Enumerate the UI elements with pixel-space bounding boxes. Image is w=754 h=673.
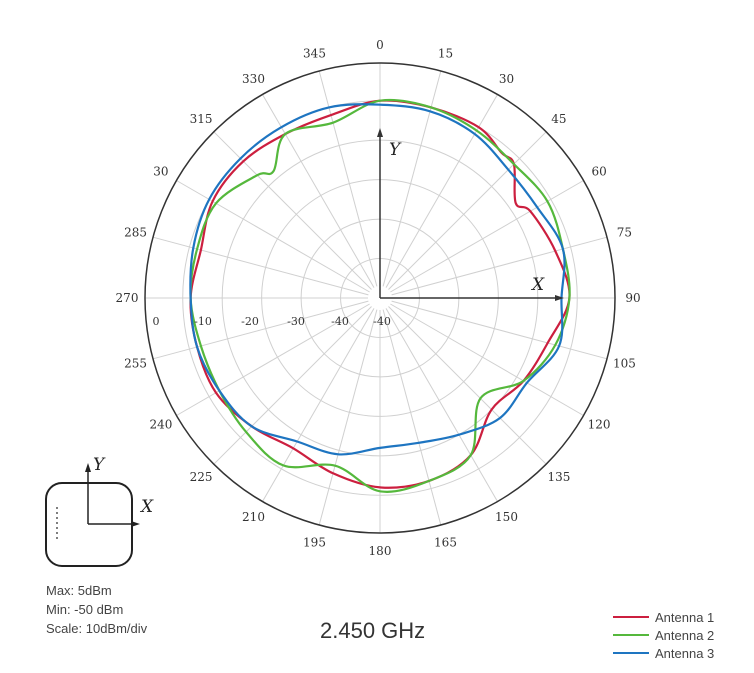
angle-label: 30 xyxy=(499,72,514,86)
legend-item-antenna-3: Antenna 3 xyxy=(613,644,714,662)
legend-label-antenna-1: Antenna 1 xyxy=(655,609,715,625)
legend-item-antenna-2: Antenna 2 xyxy=(613,626,714,644)
legend-swatch-antenna-2 xyxy=(613,634,649,636)
angle-label: 0 xyxy=(376,38,384,52)
ring-label: 0 xyxy=(153,315,160,328)
scale-label: Scale: 10dBm/div xyxy=(46,621,148,636)
legend-label-antenna-2: Antenna 2 xyxy=(655,627,715,643)
angle-label: 285 xyxy=(124,226,147,240)
y-axis-arrow xyxy=(377,128,383,137)
angle-label: 150 xyxy=(495,510,518,524)
scale-info: Max: 5dBm Min: -50 dBm Scale: 10dBm/div xyxy=(46,581,147,638)
grid-spoke xyxy=(391,236,608,296)
grid-spoke xyxy=(213,131,372,290)
angle-label: 255 xyxy=(124,357,147,371)
legend-swatch-antenna-1 xyxy=(613,616,649,618)
x-axis-arrow xyxy=(555,295,564,301)
angle-label: 15 xyxy=(438,47,453,61)
grid-spoke xyxy=(262,308,375,502)
grid-spoke xyxy=(391,300,608,360)
series-line-antenna-3 xyxy=(189,103,566,456)
min-label: Min: -50 dBm xyxy=(46,602,124,617)
angle-label: 225 xyxy=(190,470,213,484)
device-orientation-icon: Y X xyxy=(45,455,154,567)
series-line-antenna-2 xyxy=(189,98,571,493)
ring-label: -20 xyxy=(241,315,259,328)
legend-item-antenna-1: Antenna 1 xyxy=(613,608,714,626)
series-lines xyxy=(189,98,571,493)
ring-label: -40 xyxy=(373,315,391,328)
angle-label: 165 xyxy=(434,535,457,549)
ring-label: -40 xyxy=(331,315,349,328)
angle-label: 75 xyxy=(617,226,632,240)
grid-spoke xyxy=(152,300,369,360)
frequency-title: 2.450 GHz xyxy=(320,618,426,643)
inset-x-label: X xyxy=(139,497,154,517)
angle-label: 270 xyxy=(116,291,139,305)
legend: Antenna 1 Antenna 2 Antenna 3 xyxy=(613,608,714,662)
angle-label: 330 xyxy=(242,72,265,86)
polar-labels: 0 15 30 45 60 75 90 105 120 135 150 165 180 195 210 225… xyxy=(116,38,641,558)
angle-label: 90 xyxy=(625,291,640,305)
angle-label: 30 xyxy=(153,165,168,179)
grid-spoke xyxy=(176,180,370,293)
angle-label: 180 xyxy=(369,544,392,558)
grid-spoke xyxy=(388,131,547,290)
angle-label: 105 xyxy=(613,357,636,371)
grid-spoke xyxy=(318,309,378,526)
angle-label: 120 xyxy=(588,418,611,432)
xy-axes: YX xyxy=(377,128,564,301)
inset-y-label: Y xyxy=(93,455,106,475)
angle-label: 345 xyxy=(303,47,326,61)
grid-spoke xyxy=(262,94,375,288)
angle-label: 195 xyxy=(303,535,326,549)
grid-spoke xyxy=(382,309,442,526)
angle-label: 210 xyxy=(242,510,265,524)
grid-spoke xyxy=(213,306,372,465)
polar-grid xyxy=(144,62,616,534)
grid-spoke xyxy=(385,94,498,288)
angle-label: 315 xyxy=(190,112,213,126)
grid-spoke xyxy=(176,303,370,416)
legend-swatch-antenna-3 xyxy=(613,652,649,654)
angle-label: 240 xyxy=(149,418,172,432)
ring-label: -30 xyxy=(287,315,305,328)
angle-label: 135 xyxy=(547,470,570,484)
grid-spoke xyxy=(385,308,498,502)
legend-label-antenna-3: Antenna 3 xyxy=(655,645,715,661)
grid-spoke xyxy=(388,306,547,465)
grid-spoke xyxy=(390,303,584,416)
angle-label: 60 xyxy=(591,165,606,179)
grid-spoke xyxy=(152,236,369,296)
outer-circle xyxy=(144,62,616,534)
grid-spoke xyxy=(390,180,584,293)
x-axis-label: X xyxy=(530,275,545,295)
angle-label: 45 xyxy=(551,112,566,126)
max-label: Max: 5dBm xyxy=(46,583,112,598)
ring-label: -10 xyxy=(194,315,212,328)
y-axis-label: Y xyxy=(389,140,402,160)
